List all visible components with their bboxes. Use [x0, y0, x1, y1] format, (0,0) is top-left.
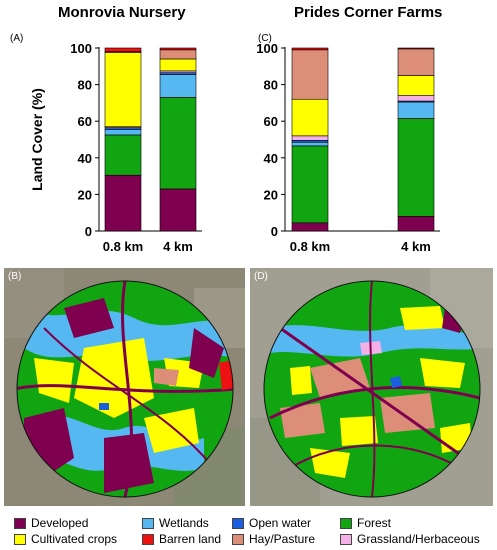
legend-label: Developed — [31, 516, 89, 530]
bar-segment-forest — [159, 97, 197, 190]
bar-segment-barren-land — [159, 47, 197, 51]
bar-segment-hay-pasture — [397, 48, 435, 76]
legend-swatch — [232, 517, 244, 529]
y-tick-label: 100 — [256, 41, 278, 56]
legend-item-cultivated-crops: Cultivated crops — [14, 532, 117, 546]
legend-item-barren-land: Barren land — [142, 532, 221, 546]
legend-item-open-water: Open water — [232, 516, 311, 530]
bar-segment-wetlands — [159, 74, 197, 98]
y-axis-label: Land Cover (%) — [29, 88, 45, 191]
legend-swatch — [142, 533, 154, 545]
panel-letter-d: (D) — [254, 271, 268, 282]
legend-swatch — [142, 517, 154, 529]
y-tick-label: 80 — [78, 78, 92, 93]
x-tick-label: 4 km — [163, 239, 193, 254]
bar-segment-barren-land — [291, 47, 329, 51]
y-tick-label: 100 — [70, 41, 92, 56]
bar-segment-forest — [397, 118, 435, 217]
y-tick-label: 0 — [85, 224, 92, 239]
bar-segment-wetlands — [104, 129, 142, 136]
bar-segment-cultivated-crops — [104, 52, 142, 127]
y-tick-label: 40 — [78, 151, 92, 166]
x-tick-label: 0.8 km — [290, 239, 330, 254]
legend-item-grassland-herbaceous: Grassland/Herbaceous — [340, 532, 480, 546]
legend-label: Hay/Pasture — [249, 532, 316, 546]
bar-segment-barren-land — [104, 47, 142, 52]
legend-item-developed: Developed — [14, 516, 88, 530]
monrovia-title: Monrovia Nursery — [58, 4, 186, 21]
bar-segment-forest — [104, 134, 142, 176]
panel-letter-c: (C) — [258, 33, 272, 44]
legend-swatch — [14, 533, 26, 545]
legend-label: Barren land — [159, 532, 222, 546]
bar-segment-cultivated-crops — [397, 75, 435, 96]
bar-segment-forest — [291, 145, 329, 224]
bar-segment-hay-pasture — [291, 49, 329, 100]
panel-letter-b: (B) — [8, 271, 22, 282]
legend-item-wetlands: Wetlands — [142, 516, 209, 530]
bar-segment-developed — [159, 188, 197, 232]
panel-letter-a: (A) — [10, 33, 24, 44]
land-cover-map-prides: (D) — [250, 268, 493, 506]
y-tick-label: 0 — [271, 224, 278, 239]
bar-segment-grassland-herbaceous — [397, 95, 435, 102]
bar-segment-barren-land — [397, 47, 435, 50]
bar-segment-developed — [291, 222, 329, 232]
map-prides-image — [250, 268, 493, 506]
bar-chart-prides: 0 20 40 60 80 100 0.8 km 4 km — [256, 41, 440, 254]
map-monrovia-image — [4, 268, 245, 506]
y-tick-label: 60 — [264, 114, 278, 129]
bar-segment-cultivated-crops — [159, 58, 197, 72]
land-cover-map-monrovia: (B) — [4, 268, 245, 506]
bar-segment-grassland-herbaceous — [291, 135, 329, 141]
legend-label: Wetlands — [159, 516, 209, 530]
legend-label: Grassland/Herbaceous — [357, 532, 480, 546]
legend-label: Open water — [249, 516, 312, 530]
legend-item-forest: Forest — [340, 516, 391, 530]
x-tick-label: 0.8 km — [103, 239, 143, 254]
y-tick-label: 60 — [78, 114, 92, 129]
bar-segment-hay-pasture — [159, 49, 197, 60]
prides-title: Prides Corner Farms — [294, 4, 443, 21]
legend: Developed Cultivated crops Wetlands Barren … — [0, 512, 497, 550]
bar-segment-developed — [397, 216, 435, 232]
legend-swatch — [340, 517, 352, 529]
legend-swatch — [340, 533, 352, 545]
bar-segment-wetlands — [397, 101, 435, 119]
y-tick-label: 80 — [264, 78, 278, 93]
legend-swatch — [232, 533, 244, 545]
y-tick-label: 20 — [264, 187, 278, 202]
legend-label: Cultivated crops — [31, 532, 118, 546]
legend-swatch — [14, 517, 26, 529]
legend-label: Forest — [357, 516, 392, 530]
bar-segment-wetlands — [291, 141, 329, 147]
bar-segment-developed — [104, 174, 142, 232]
y-tick-label: 20 — [78, 187, 92, 202]
legend-item-hay-pasture: Hay/Pasture — [232, 532, 315, 546]
x-tick-label: 4 km — [401, 239, 431, 254]
bar-chart-monrovia: Land Cover (%) 0 20 40 60 80 100 0.8 km 4 km — [29, 41, 202, 254]
y-tick-label: 40 — [264, 151, 278, 166]
bar-segment-cultivated-crops — [291, 98, 329, 137]
